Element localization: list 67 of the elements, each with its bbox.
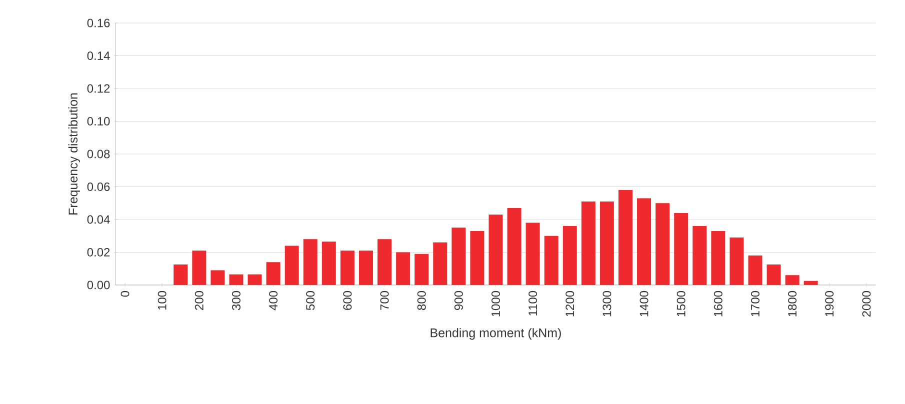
bar xyxy=(174,264,188,285)
x-tick-label: 100 xyxy=(158,290,166,310)
x-tick-label: 1300 xyxy=(602,290,612,316)
bar xyxy=(507,208,522,285)
x-tick-label: 1800 xyxy=(788,290,797,316)
bar xyxy=(340,250,354,285)
bar xyxy=(414,254,429,285)
x-tick-label: 2000 xyxy=(862,290,871,317)
bar xyxy=(581,201,596,285)
x-tick-label: 1600 xyxy=(714,290,722,316)
bar xyxy=(600,201,614,285)
bar xyxy=(730,238,744,285)
bar xyxy=(192,250,206,285)
y-tick-label: 0.12 xyxy=(87,84,110,93)
bar xyxy=(748,256,762,285)
y-tick-label: 0.14 xyxy=(87,52,110,60)
bar xyxy=(248,274,262,285)
bar xyxy=(526,222,540,285)
bar xyxy=(711,230,726,285)
x-tick-label: 1400 xyxy=(640,290,648,316)
x-tick-label: 400 xyxy=(269,290,278,310)
y-tick-label: 0.16 xyxy=(87,18,110,28)
x-axis-title: Bending moment (kNm) xyxy=(430,328,561,340)
y-tick-label: 0.02 xyxy=(87,248,110,256)
bar xyxy=(804,280,818,285)
bar xyxy=(396,252,410,285)
x-tick-label: 1200 xyxy=(566,290,574,316)
x-tick-label: 1700 xyxy=(750,290,760,316)
bar xyxy=(266,262,280,285)
bar xyxy=(433,242,448,285)
bar xyxy=(303,239,318,285)
x-tick-label: 1500 xyxy=(676,290,686,316)
bar xyxy=(378,239,392,285)
bar xyxy=(674,212,688,285)
x-tick-label: 200 xyxy=(194,290,204,310)
bar xyxy=(358,250,373,285)
bar xyxy=(322,242,336,285)
y-tick-label: 0.08 xyxy=(87,150,110,158)
x-tick-label: 900 xyxy=(454,290,463,310)
bar xyxy=(452,228,466,285)
bar xyxy=(284,246,299,285)
x-tick-label: 0 xyxy=(120,290,130,297)
x-tick-label: 1900 xyxy=(825,290,834,316)
bar xyxy=(692,226,707,285)
bar xyxy=(656,203,670,285)
x-tick-label: 800 xyxy=(417,290,426,310)
bar xyxy=(488,214,503,285)
bar xyxy=(470,230,484,285)
x-tick-label: 500 xyxy=(306,290,315,310)
y-axis-title: Frequency distribution xyxy=(68,93,80,214)
bar xyxy=(618,190,632,285)
x-tick-label: 700 xyxy=(380,290,389,310)
x-tick-label: 600 xyxy=(343,290,352,310)
bar xyxy=(785,275,800,285)
y-tick-label: 0.10 xyxy=(87,117,110,126)
y-tick-label: 0.06 xyxy=(87,182,110,191)
bar xyxy=(229,274,244,285)
bar xyxy=(766,264,781,285)
x-tick-label: 1100 xyxy=(528,290,538,316)
y-tick-label: 0.00 xyxy=(87,280,110,290)
bar xyxy=(544,236,558,285)
y-tick-label: 0.04 xyxy=(87,215,110,224)
x-tick-label: 1000 xyxy=(491,290,500,316)
x-tick-label: 300 xyxy=(232,290,240,310)
bar xyxy=(210,270,225,285)
bar xyxy=(562,226,577,285)
bar xyxy=(637,198,652,285)
